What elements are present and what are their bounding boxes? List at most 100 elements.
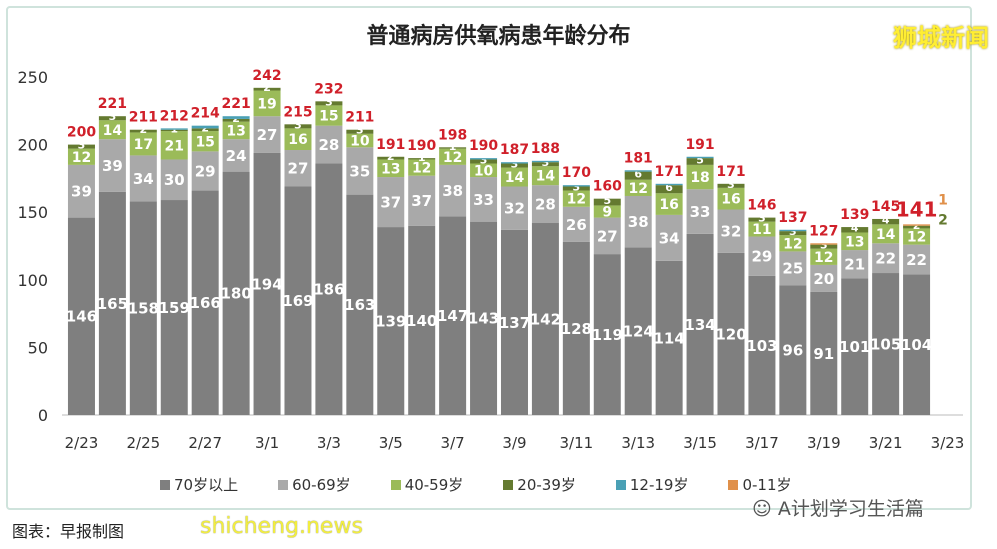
bar-segment bbox=[222, 171, 250, 415]
bar-segment bbox=[222, 116, 250, 119]
total-label: 211 bbox=[345, 110, 374, 126]
segment-label: 3 bbox=[789, 225, 797, 238]
bar-segment bbox=[346, 194, 374, 415]
total-label: 188 bbox=[531, 141, 560, 157]
segment-label: 38 bbox=[628, 213, 649, 231]
legend-label: 70岁以上 bbox=[174, 476, 239, 494]
total-label: 200 bbox=[67, 125, 96, 141]
x-tick-label: 3/3 bbox=[317, 434, 341, 452]
bar-segment bbox=[408, 158, 436, 160]
bar-segment bbox=[67, 217, 95, 415]
bar-segment bbox=[253, 116, 281, 153]
bar-segment bbox=[160, 200, 188, 415]
legend-swatch bbox=[278, 479, 289, 490]
bar-segment bbox=[160, 128, 188, 130]
bar-segment bbox=[872, 273, 900, 415]
legend-swatch bbox=[503, 479, 514, 490]
y-tick-label: 0 bbox=[38, 406, 48, 425]
segment-label: 20 bbox=[813, 270, 834, 288]
total-label: 171 bbox=[655, 164, 684, 180]
segment-label: 13 bbox=[226, 123, 245, 139]
segment-label: 12 bbox=[443, 150, 462, 166]
bar-segment bbox=[253, 90, 281, 117]
bar-segment bbox=[624, 170, 652, 172]
bar-segment bbox=[903, 225, 931, 229]
segment-label: 120 bbox=[715, 325, 746, 343]
legend-item: 60-69岁 bbox=[278, 474, 351, 495]
segment-label: 5 bbox=[696, 153, 704, 166]
bar-segment bbox=[593, 198, 621, 206]
segment-label: 37 bbox=[411, 192, 432, 210]
segment-label: 134 bbox=[684, 316, 715, 334]
bar-segment bbox=[129, 132, 157, 156]
bar-segment bbox=[222, 139, 250, 172]
segment-label: 16 bbox=[659, 197, 678, 213]
bar-segment bbox=[562, 206, 590, 242]
segment-label: 3 bbox=[294, 118, 302, 131]
bar-segment bbox=[748, 221, 776, 237]
bar-segment bbox=[717, 187, 745, 210]
legend-label: 20-39岁 bbox=[517, 476, 576, 494]
segment-label: 10 bbox=[474, 163, 494, 179]
bar-segment bbox=[98, 139, 126, 192]
bar-segment bbox=[284, 150, 312, 187]
segment-label: 38 bbox=[442, 182, 463, 200]
bar-segment bbox=[284, 186, 312, 415]
bar-segment bbox=[624, 171, 652, 180]
segment-label: 139 bbox=[375, 312, 406, 330]
segment-label: 5 bbox=[603, 194, 611, 207]
segment-label: 39 bbox=[102, 157, 123, 175]
segment-label: 3 bbox=[573, 181, 581, 194]
segment-label: 180 bbox=[220, 285, 251, 303]
bar-segment bbox=[315, 105, 343, 126]
total-label: 181 bbox=[624, 150, 653, 166]
segment-label: 146 bbox=[66, 308, 97, 326]
bar-segment bbox=[531, 185, 559, 224]
bar-segment bbox=[67, 164, 95, 218]
bar-segment bbox=[810, 244, 838, 249]
segment-label: 22 bbox=[875, 250, 896, 268]
segment-label: 32 bbox=[504, 200, 525, 218]
segment-label: 12 bbox=[783, 236, 802, 252]
segment-label: 27 bbox=[288, 160, 309, 178]
x-tick-label: 3/23 bbox=[931, 434, 965, 452]
x-tick-label: 3/15 bbox=[683, 434, 717, 452]
watermark-logo: 狮城新闻 bbox=[893, 24, 989, 52]
bar-segment bbox=[67, 144, 95, 149]
segment-label: 25 bbox=[782, 260, 803, 278]
y-tick-label: 250 bbox=[17, 68, 48, 87]
legend-label: 60-69岁 bbox=[292, 476, 351, 494]
bar-segment bbox=[562, 185, 590, 187]
segment-label: 128 bbox=[561, 320, 592, 338]
segment-label: 27 bbox=[597, 227, 618, 245]
segment-label: 21 bbox=[165, 138, 184, 154]
segment-label: 35 bbox=[349, 162, 370, 180]
bar-segment bbox=[191, 131, 219, 152]
x-tick-label: 2/25 bbox=[126, 434, 160, 452]
total-label: 198 bbox=[438, 127, 467, 143]
bar-segment bbox=[222, 118, 250, 122]
bar-segment bbox=[531, 162, 559, 167]
bar-segment bbox=[284, 128, 312, 151]
bar-segment bbox=[408, 175, 436, 226]
segment-label: 33 bbox=[473, 191, 494, 209]
bar-segment bbox=[346, 133, 374, 148]
bar-segment bbox=[748, 236, 776, 276]
segment-label: 186 bbox=[313, 281, 344, 299]
segment-label: 147 bbox=[437, 307, 468, 325]
bar-segment bbox=[593, 254, 621, 415]
total-label: 139 bbox=[840, 207, 869, 223]
bar-segment bbox=[253, 87, 281, 91]
y-tick-label: 150 bbox=[17, 203, 48, 222]
y-tick-label: 100 bbox=[17, 271, 48, 290]
source-badge-text: A计划学习生活篇 bbox=[777, 498, 924, 520]
segment-label: 2 bbox=[387, 150, 395, 163]
segment-label: 17 bbox=[134, 137, 153, 153]
segment-label: 158 bbox=[128, 300, 159, 318]
segment-label: 166 bbox=[190, 294, 221, 312]
bar-segment bbox=[377, 177, 405, 228]
segment-label: 33 bbox=[690, 203, 711, 221]
bar-segment bbox=[160, 129, 188, 132]
segment-label: 15 bbox=[195, 134, 214, 150]
segment-label: 14 bbox=[876, 227, 896, 243]
